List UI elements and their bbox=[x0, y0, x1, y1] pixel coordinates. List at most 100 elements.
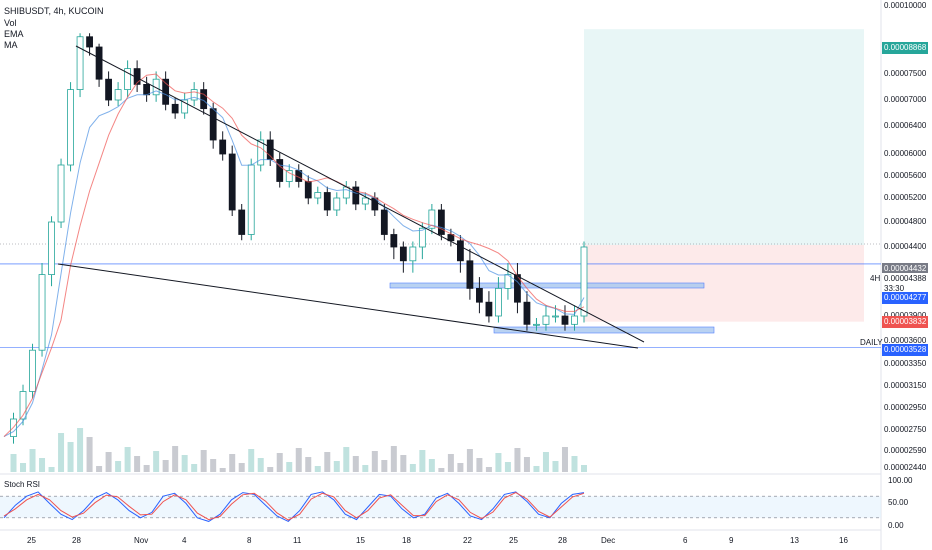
price-tick-label: 0.00003600 bbox=[884, 336, 927, 345]
candle-body bbox=[361, 197, 369, 205]
candle-body bbox=[314, 192, 322, 199]
candle-body bbox=[456, 240, 464, 262]
candle-body bbox=[67, 89, 74, 166]
candle-body bbox=[533, 323, 540, 326]
candle-body bbox=[542, 315, 550, 325]
h4-level-tag: 0.00004277 bbox=[882, 292, 928, 304]
volume-bar bbox=[400, 455, 407, 472]
target-tag: 0.00008868 bbox=[882, 42, 928, 54]
volume-bar bbox=[20, 463, 27, 472]
candle-body bbox=[200, 89, 208, 110]
indicator-ma[interactable]: MA bbox=[4, 40, 18, 50]
time-tick-label: 11 bbox=[293, 536, 302, 545]
volume-bar bbox=[533, 466, 540, 472]
candle-body bbox=[514, 274, 521, 303]
last-close-tag: 0.00004432 bbox=[882, 263, 928, 275]
volume-bar bbox=[29, 449, 36, 472]
candle-body bbox=[124, 68, 132, 90]
candle-body bbox=[57, 164, 65, 223]
price-tick-label: 0.00003350 bbox=[884, 359, 927, 368]
candle-body bbox=[523, 301, 531, 325]
oscillator-title[interactable]: Stoch RSI bbox=[4, 480, 41, 489]
volume-bar bbox=[362, 465, 369, 472]
candle-body bbox=[228, 153, 236, 211]
time-tick-label: 28 bbox=[558, 536, 567, 545]
price-tick-label: 0.00005600 bbox=[884, 171, 927, 180]
candle-body bbox=[238, 209, 246, 235]
volume-bar bbox=[571, 456, 578, 472]
volume-bar bbox=[267, 467, 274, 472]
price-tick-label: 0.00004400 bbox=[884, 242, 927, 251]
candle-body bbox=[495, 287, 502, 317]
volume-bar bbox=[219, 468, 226, 472]
volume-bar bbox=[238, 463, 245, 472]
volume-bar bbox=[447, 454, 454, 472]
volume-bar bbox=[143, 465, 150, 472]
price-tick-label: 0.00006000 bbox=[884, 149, 927, 158]
price-tick-label: 0.00002440 bbox=[884, 463, 927, 472]
candle-body bbox=[352, 186, 360, 205]
candle-body bbox=[95, 46, 103, 80]
symbol-title[interactable]: SHIBUSDT, 4h, KUCOIN bbox=[4, 6, 104, 16]
time-tick-label: 6 bbox=[683, 536, 688, 545]
volume-bar bbox=[495, 453, 502, 472]
time-tick-label: 16 bbox=[839, 536, 848, 545]
candle-body bbox=[114, 89, 122, 101]
volume-bar bbox=[381, 460, 388, 472]
volume-bar bbox=[485, 467, 492, 472]
osc-tick-label: 0.00 bbox=[888, 521, 904, 530]
candle-body bbox=[143, 84, 151, 96]
volume-bar bbox=[48, 467, 55, 472]
volume-bar bbox=[419, 450, 426, 472]
candle-body bbox=[266, 139, 274, 160]
candle-body bbox=[418, 227, 426, 248]
time-tick-label: 28 bbox=[72, 536, 81, 545]
lower-trendline bbox=[57, 263, 639, 349]
candle-body bbox=[580, 246, 588, 317]
time-tick-label: Dec bbox=[601, 536, 616, 545]
osc-tick-label: 100.00 bbox=[888, 476, 913, 485]
candle-body bbox=[190, 89, 198, 101]
price-tick-label: 0.00003150 bbox=[884, 381, 927, 390]
time-tick-label: 13 bbox=[790, 536, 799, 545]
time-tick-label: 25 bbox=[27, 536, 36, 545]
upper-trendline bbox=[75, 45, 645, 343]
candle-body bbox=[437, 209, 445, 235]
candle-body bbox=[428, 209, 436, 229]
volume-bar bbox=[172, 446, 179, 472]
indicator-ema[interactable]: EMA bbox=[4, 29, 24, 39]
indicator-vol[interactable]: Vol bbox=[4, 18, 17, 28]
volume-bar bbox=[210, 459, 217, 472]
volume-bar bbox=[115, 461, 122, 472]
stoch-band bbox=[0, 496, 881, 518]
volume-bar bbox=[181, 455, 188, 472]
candle-body bbox=[219, 139, 227, 155]
time-tick-label: 15 bbox=[356, 536, 365, 545]
candle-body bbox=[257, 139, 265, 166]
volume-bar bbox=[257, 458, 264, 472]
time-tick-label: 4 bbox=[182, 536, 187, 545]
time-tick-label: Nov bbox=[134, 536, 149, 545]
candle-body bbox=[390, 234, 398, 248]
target-zone bbox=[584, 29, 864, 246]
candle-body bbox=[485, 301, 493, 317]
time-tick-label: 9 bbox=[729, 536, 734, 545]
price-tick-label: 0.00010000 bbox=[884, 1, 927, 10]
volume-bar bbox=[229, 454, 236, 472]
volume-bar bbox=[371, 451, 378, 472]
volume-bar bbox=[476, 458, 483, 472]
candle-body bbox=[304, 181, 312, 199]
candle-body bbox=[276, 159, 284, 182]
price-tick-label: 0.00006400 bbox=[884, 121, 927, 130]
stop-tag: 0.00003832 bbox=[882, 316, 928, 328]
resistance-zone-box bbox=[389, 282, 705, 289]
volume-bar bbox=[58, 433, 65, 472]
volume-bar bbox=[504, 462, 511, 472]
time-tick-label: 22 bbox=[463, 536, 472, 545]
price-tick-label: 0.00003900 bbox=[884, 311, 926, 320]
candle-body bbox=[48, 221, 55, 275]
volume-bar bbox=[96, 466, 103, 472]
price-tick-label: 0.00002750 bbox=[884, 425, 927, 434]
volume-bar bbox=[466, 449, 473, 472]
